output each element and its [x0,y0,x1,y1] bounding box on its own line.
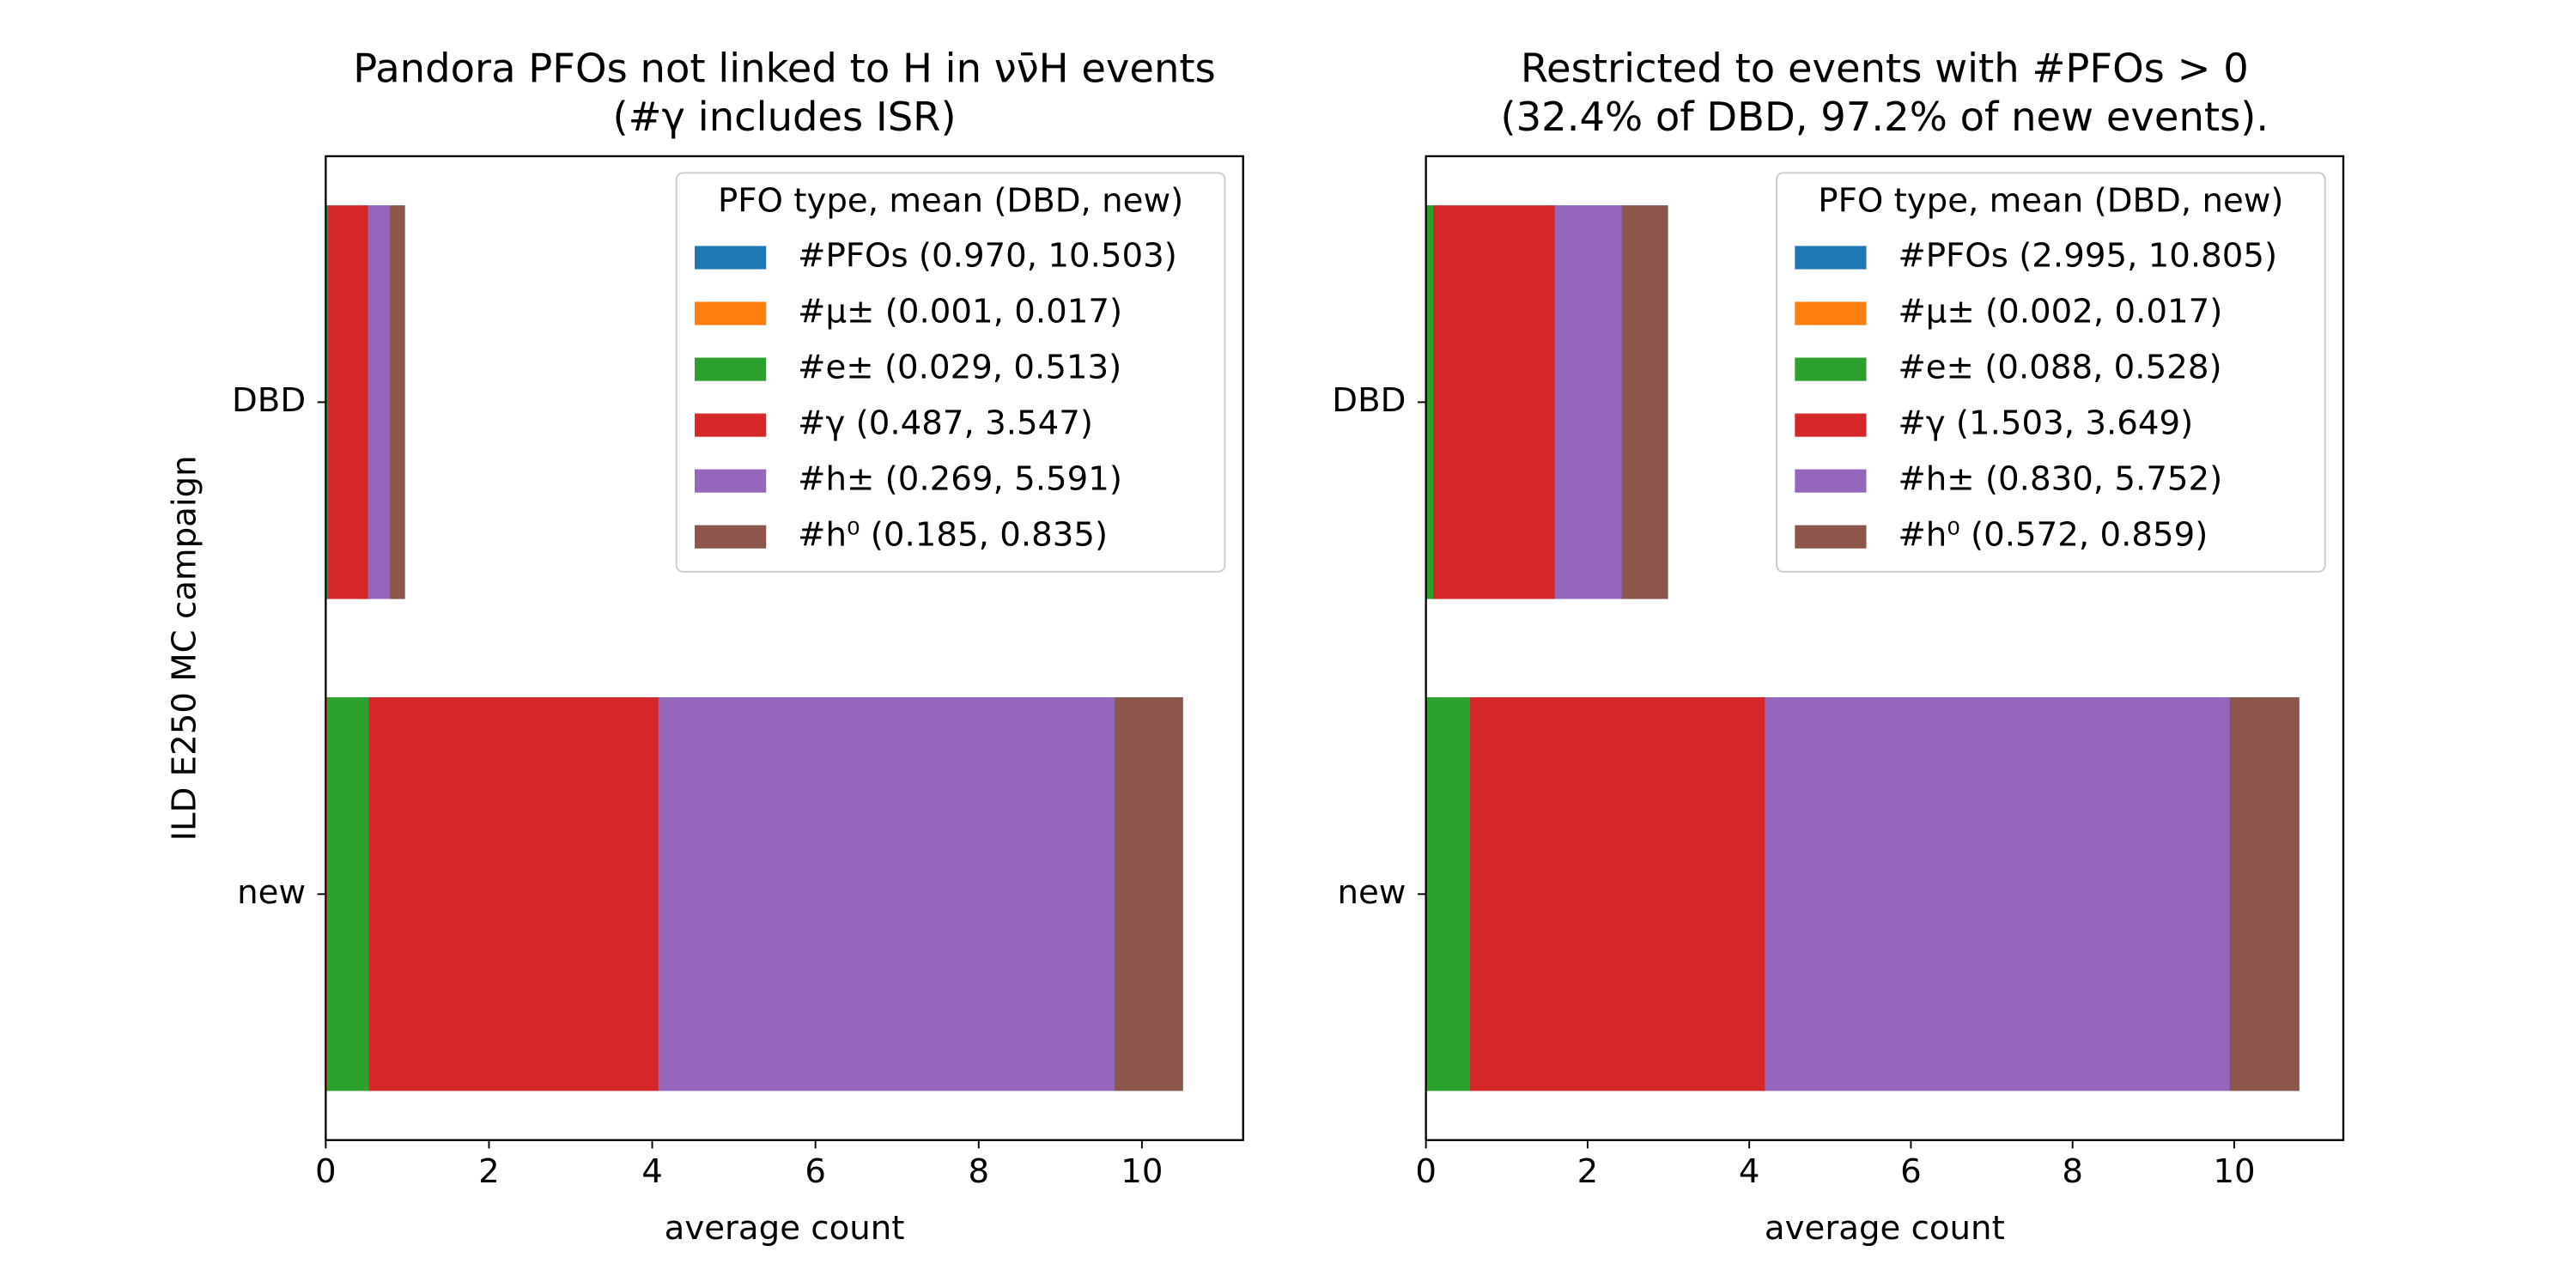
bar [368,205,391,599]
bar [1469,697,1765,1091]
bar [2229,697,2300,1091]
legend-label: #γ (1.503, 3.649) [1898,404,2193,443]
legend-swatch [695,413,767,437]
legend-title: PFO type, mean (DBD, new) [1818,182,2283,221]
bar [326,697,369,1091]
bar [1425,205,1434,599]
y-axis-label: ILD E250 MC campaign [165,455,204,841]
legend-swatch [1795,413,1867,437]
y-tick-label: new [1337,873,1406,912]
bar [390,205,405,599]
legend-label: #h± (0.830, 5.752) [1898,460,2222,499]
legend-label: #h± (0.269, 5.591) [798,460,1122,499]
bar [1427,697,1470,1091]
legend-swatch [1795,357,1867,381]
y-tick-label: DBD [1332,381,1406,420]
bar [368,697,659,1091]
bar [1115,697,1183,1091]
x-tick-label: 2 [1577,1152,1599,1191]
legend-label: #μ± (0.002, 0.017) [1898,293,2222,331]
bar [325,205,329,599]
legend-swatch [1795,301,1867,325]
legend-label: #e± (0.029, 0.513) [798,349,1121,387]
legend-label: #μ± (0.001, 0.017) [798,293,1122,331]
x-tick-label: 8 [968,1152,989,1191]
legend-label: #e± (0.088, 0.528) [1898,349,2221,387]
chart-subtitle: (32.4% of DBD, 97.2% of new events). [1500,94,2269,140]
legend-title: PFO type, mean (DBD, new) [718,182,1183,221]
x-tick-label: 6 [805,1152,826,1191]
chart-subtitle: (#γ includes ISR) [613,94,957,140]
axes-frame [1425,155,2345,1141]
x-tick-label: 0 [315,1152,337,1191]
bar [658,697,1115,1091]
legend-swatch [695,357,767,381]
legend-label: #PFOs (2.995, 10.805) [1898,237,2277,276]
x-tick-label: 10 [1121,1152,1163,1191]
x-tick-label: 0 [1415,1152,1437,1191]
legend: PFO type, mean (DBD, new) #PFOs (0.970, 1… [675,172,1226,573]
legend-label: #h⁰ (0.185, 0.835) [798,516,1108,555]
bar [1765,697,2230,1091]
legend-swatch [695,469,767,493]
plot: DBD new 0 2 4 6 8 10 average count ILD E250 MC ca… [165,46,1244,1248]
plot: DBD new 0 2 4 6 8 10 average count Restricted to … [1332,46,2345,1248]
x-tick-label: 6 [1900,1152,1922,1191]
legend-swatch [1795,525,1867,549]
x-tick-label: 8 [2062,1152,2083,1191]
axes-frame [325,155,1244,1141]
y-tick-label: new [237,873,306,912]
y-tick-label: DBD [232,381,306,420]
x-tick-label: 4 [1739,1152,1760,1191]
legend-swatch [695,246,767,270]
legend-swatch [695,525,767,549]
x-tick-label: 10 [2213,1152,2255,1191]
chart-title: Pandora PFOs not linked to H in νν̄H eve… [353,46,1215,92]
bar [1621,205,1668,599]
bar [328,205,368,599]
legend-box [675,172,1226,573]
bar [1433,205,1555,599]
chart-title: Restricted to events with #PFOs > 0 [1521,46,2249,92]
legend-swatch [1795,246,1867,270]
legend-label: #PFOs (0.970, 10.503) [798,237,1177,276]
x-tick-label: 4 [641,1152,663,1191]
legend-label: #γ (0.487, 3.547) [798,404,1093,443]
bar [1554,205,1622,599]
x-axis-label: average count [1765,1209,2005,1248]
legend-swatch [695,301,767,325]
legend-label: #h⁰ (0.572, 0.859) [1898,516,2208,555]
x-axis-label: average count [665,1209,905,1248]
legend-box [1776,172,2326,573]
legend: PFO type, mean (DBD, new) #PFOs (2.995, 1… [1776,172,2326,573]
legend-swatch [1795,469,1867,493]
x-tick-label: 2 [478,1152,500,1191]
